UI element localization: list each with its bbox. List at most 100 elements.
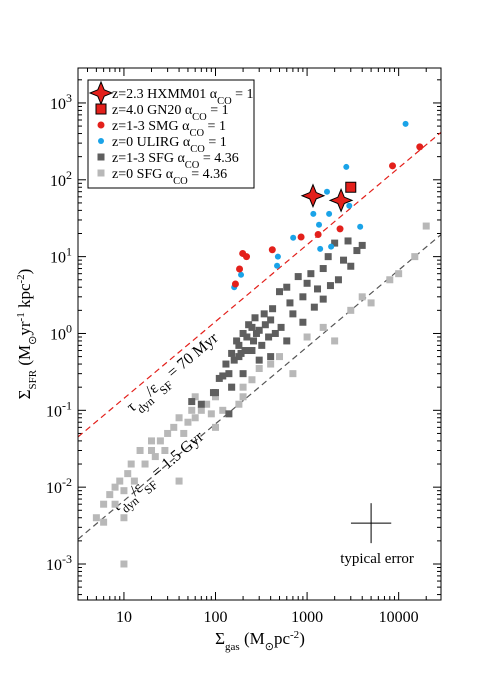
x-tick-label: 1000 xyxy=(291,609,323,626)
x-tick-label: 10 xyxy=(116,609,132,626)
y-tick-label-part: -3 xyxy=(62,552,72,566)
x-label-part: ) xyxy=(299,629,305,648)
legend-label-part: z=1-3 SFG α xyxy=(112,151,185,166)
square-marker xyxy=(283,337,291,345)
y-tick-label-part: 10 xyxy=(50,96,66,113)
square-marker xyxy=(303,279,311,287)
square-marker xyxy=(265,333,273,341)
y-label-part: -1 xyxy=(15,312,27,321)
square-marker xyxy=(353,247,361,255)
square-marker xyxy=(303,333,311,341)
circle-marker xyxy=(231,280,239,288)
square-marker xyxy=(235,353,243,361)
x-axis-label: Σgas (M⊙pc-2) xyxy=(215,629,305,653)
y-tick-label-part: 10 xyxy=(50,326,66,343)
square-marker xyxy=(225,410,233,418)
circle-marker xyxy=(314,231,322,239)
dot-marker xyxy=(326,210,333,217)
y-tick-label: 10-1 xyxy=(46,398,72,420)
x-label-part: -2 xyxy=(290,629,299,641)
square-marker xyxy=(191,414,199,422)
square-marker xyxy=(248,376,256,384)
y-label-part: ) xyxy=(15,269,34,275)
square-marker xyxy=(120,487,128,495)
y-tick-label-part: 1 xyxy=(66,245,72,259)
square-marker xyxy=(358,241,366,249)
square-marker xyxy=(92,514,100,522)
dot-marker xyxy=(357,223,364,230)
square-marker xyxy=(233,337,241,345)
square-marker xyxy=(97,169,105,177)
square-marker xyxy=(197,400,205,408)
square-marker xyxy=(148,437,156,445)
star-marker xyxy=(300,183,326,209)
square-marker xyxy=(299,293,307,301)
legend-label: z=1-3 SMG αCO = 1 xyxy=(112,119,226,139)
square-marker xyxy=(255,365,263,373)
square-marker xyxy=(267,316,275,324)
y-tick-label-part: 2 xyxy=(66,168,72,182)
y-tick-label: 10-2 xyxy=(46,475,72,497)
square-marker xyxy=(277,323,285,331)
square-marker xyxy=(203,400,211,408)
square-marker xyxy=(255,356,263,364)
legend-box xyxy=(87,79,255,189)
square-marker xyxy=(188,398,196,406)
square-marker xyxy=(347,262,355,270)
legend-label: z=1-3 SFG αCO = 4.36 xyxy=(112,151,239,171)
depletion-line xyxy=(78,234,441,540)
square-marker xyxy=(130,477,138,485)
y-tick-label-part: 10 xyxy=(50,250,66,267)
square-marker xyxy=(251,314,259,322)
square-marker xyxy=(276,353,284,361)
square-marker xyxy=(219,406,227,414)
square-marker xyxy=(422,222,430,230)
y-tick-label-part: 10 xyxy=(46,480,62,497)
square-marker xyxy=(239,393,247,401)
square-marker xyxy=(307,270,315,278)
legend-label-part: z=2.3 HXMM01 α xyxy=(112,87,218,102)
square-marker xyxy=(164,429,172,437)
square-marker xyxy=(212,393,220,401)
legend-label: z=0 ULIRG αCO = 1 xyxy=(112,135,227,155)
square-marker xyxy=(289,370,297,378)
line-label-part: = 70 Myr xyxy=(161,329,222,384)
square-marker xyxy=(334,276,342,284)
square-marker xyxy=(319,265,327,273)
square-marker xyxy=(124,470,132,478)
y-tick-label: 10-3 xyxy=(46,552,72,574)
y-tick-label-part: -2 xyxy=(62,475,72,489)
square-marker xyxy=(127,460,135,468)
square-marker xyxy=(314,285,322,293)
square-marker xyxy=(180,429,188,437)
square-marker xyxy=(219,372,227,380)
y-label-part: Σ xyxy=(15,389,34,399)
square-marker xyxy=(239,329,247,337)
legend-label: z=2.3 HXMM01 αCO = 1 xyxy=(112,87,254,107)
circle-marker xyxy=(236,265,244,273)
legend-label-part: = 1 xyxy=(204,119,226,134)
dot-marker xyxy=(343,163,350,170)
y-tick-label: 100 xyxy=(50,321,72,343)
x-label-part: Σ xyxy=(215,629,225,648)
circle-marker xyxy=(243,253,251,261)
legend-label-part: = 1 xyxy=(232,87,254,102)
square-marker xyxy=(386,276,394,284)
dot-marker xyxy=(324,188,331,195)
square-marker xyxy=(97,153,105,161)
square-marker xyxy=(235,400,243,408)
square-marker xyxy=(212,423,220,431)
square-marker xyxy=(95,103,107,115)
y-label-part: yr xyxy=(15,321,34,336)
legend-label-part: = 1 xyxy=(207,103,229,118)
square-marker xyxy=(175,477,183,485)
circle-marker xyxy=(416,143,424,151)
x-label-part: ⊙ xyxy=(265,641,274,653)
legend-label-part: z=4.0 GN20 α xyxy=(112,103,193,118)
square-marker xyxy=(326,282,334,290)
dot-marker xyxy=(290,234,297,241)
y-tick-label-part: 10 xyxy=(50,173,66,190)
y-tick-label: 101 xyxy=(50,245,72,267)
square-marker xyxy=(222,360,230,368)
y-tick-label-part: 3 xyxy=(66,91,72,105)
